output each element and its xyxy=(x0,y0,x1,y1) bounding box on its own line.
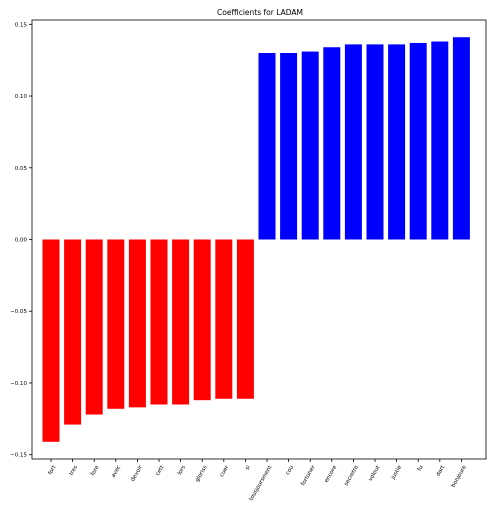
bar-avec xyxy=(107,239,125,409)
x-tick-label-bonjoure: bonjoure xyxy=(451,464,469,489)
chart-title: Coefficients for LADAM xyxy=(217,8,303,17)
x-tick-label-tousjoursment: tousjoursment xyxy=(248,464,273,502)
bar-encore xyxy=(323,47,341,240)
y-tick-label: 0.00 xyxy=(15,238,28,244)
x-tick-label-dart: dart xyxy=(435,464,446,477)
x-tick-label-tres: tres xyxy=(69,464,80,476)
bar-tousjoursment xyxy=(258,52,276,240)
x-tick-label-fort: fort xyxy=(47,464,57,476)
bar-bonjoure xyxy=(452,37,470,240)
x-tick-label-devoir: devoir xyxy=(130,464,144,483)
bar-cou xyxy=(280,52,298,240)
x-tick-label-fu: fu xyxy=(417,465,425,473)
y-tick-label: −0.05 xyxy=(10,309,27,315)
bar-secretre xyxy=(344,44,362,240)
bar-si xyxy=(236,239,254,399)
x-tick-label-volout: volout xyxy=(368,464,382,483)
y-tick-label: 0.05 xyxy=(15,166,28,172)
bar-fu xyxy=(409,42,427,240)
x-tick-label-cuer: cuer xyxy=(219,464,231,478)
bar-cett xyxy=(150,239,168,405)
bar-fortuner xyxy=(301,51,319,240)
bar-fore xyxy=(85,239,103,415)
x-tick-label-gloriss: gloriss xyxy=(195,464,209,483)
x-tick-label-secretre: secretre xyxy=(343,464,360,487)
y-tick-label: 0.15 xyxy=(15,22,28,28)
bar-volout xyxy=(366,44,384,240)
y-tick-label: −0.10 xyxy=(10,381,27,387)
bar-cuer xyxy=(215,239,233,399)
bar-fort xyxy=(42,239,60,442)
y-axis: −0.15 −0.10 −0.05 0.00 0.05 0.10 0.15 xyxy=(10,22,32,459)
x-tick-label-fore: fore xyxy=(90,464,101,477)
x-axis: fort tres fore avec devoir cett lors gloriss cue… xyxy=(47,459,468,502)
x-tick-label-lors: lors xyxy=(177,464,187,476)
bar-lors xyxy=(172,239,190,405)
bar-justie xyxy=(388,44,406,240)
bars-group xyxy=(42,37,470,442)
x-tick-label-encore: encore xyxy=(324,464,339,484)
x-tick-label-cou: cou xyxy=(285,465,295,477)
x-tick-label-cett: cett xyxy=(155,464,166,477)
y-tick-label: −0.15 xyxy=(10,453,27,459)
bar-gloriss xyxy=(193,239,211,401)
x-tick-label-avec: avec xyxy=(111,465,123,479)
bar-dart xyxy=(431,41,449,240)
x-tick-label-justie: justie xyxy=(390,464,403,481)
y-tick-label: 0.10 xyxy=(15,94,28,100)
bar-tres xyxy=(64,239,82,425)
x-tick-label-fortuner: fortuner xyxy=(300,464,317,487)
bar-devoir xyxy=(128,239,146,408)
plot-frame xyxy=(31,19,487,460)
x-tick-label-si: si xyxy=(245,464,253,471)
